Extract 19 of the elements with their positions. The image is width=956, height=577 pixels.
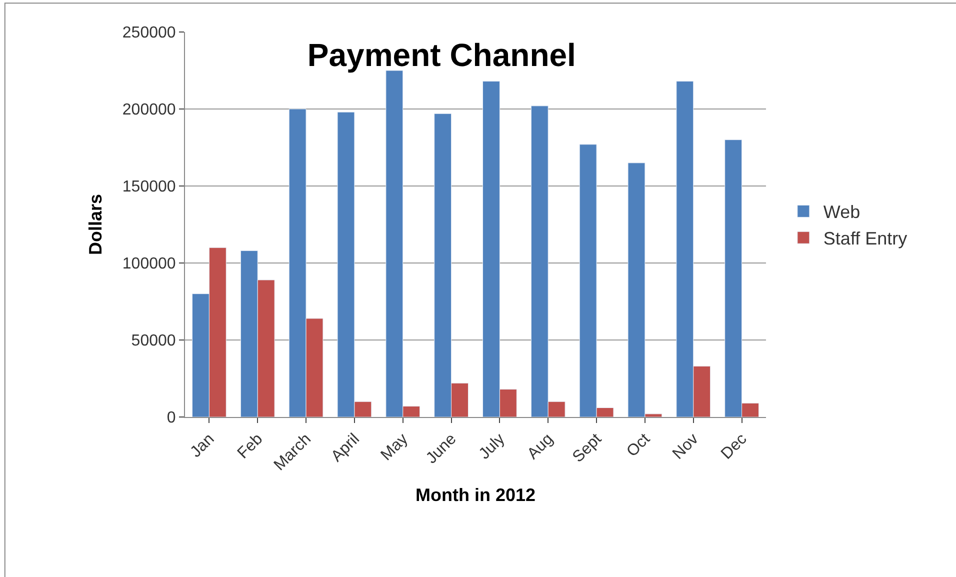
- x-tick-label: July: [476, 430, 508, 463]
- legend-label: Web: [823, 202, 860, 222]
- x-tick-label: Dec: [718, 430, 750, 463]
- y-tick-label: 250000: [122, 24, 176, 42]
- x-tick-label: Feb: [234, 430, 266, 462]
- y-tick-label: 200000: [122, 102, 176, 119]
- y-tick-label: 150000: [122, 178, 176, 196]
- y-axis-title: Dollars: [86, 194, 106, 256]
- legend-label: Staff Entry: [823, 228, 908, 249]
- y-tick-label: 100000: [122, 256, 176, 273]
- x-tick-label: Jan: [187, 430, 218, 461]
- x-tick-label: Nov: [670, 430, 702, 463]
- y-tick-label: 0: [166, 410, 176, 427]
- x-tick-label: Oct: [624, 430, 654, 460]
- y-tick-label: 50000: [131, 332, 176, 350]
- x-axis-title: Month in 2012: [415, 485, 536, 506]
- x-tick-label: May: [378, 430, 412, 464]
- chart-title: Payment Channel: [307, 37, 576, 74]
- x-tick-label: Aug: [524, 430, 557, 463]
